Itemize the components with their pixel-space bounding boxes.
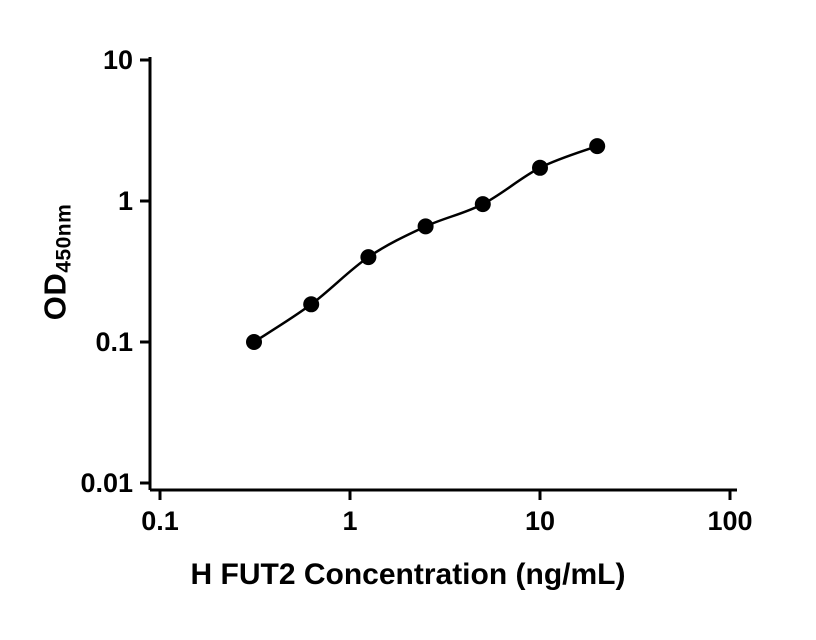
y-tick-label: 10 (103, 45, 133, 75)
fit-curve (252, 144, 599, 344)
y-tick-label: 1 (118, 186, 133, 216)
data-point (417, 218, 434, 235)
y-axis-title: OD450nm (38, 204, 77, 321)
y-tick-label: 0.1 (95, 327, 133, 357)
y-tick-label: 0.01 (80, 468, 133, 498)
x-tick-label: 100 (707, 506, 752, 536)
data-point (303, 296, 320, 313)
x-tick-label: 10 (525, 506, 555, 536)
x-axis-title: H FUT2 Concentration (ng/mL) (190, 558, 626, 591)
data-point (474, 196, 491, 213)
data-point (246, 334, 262, 350)
data-point (360, 249, 377, 266)
data-point (589, 138, 606, 155)
data-point (532, 159, 548, 176)
y-axis-title-main: OD (37, 272, 73, 321)
x-tick-label: 0.1 (141, 506, 179, 536)
y-axis-title-subscript: 450nm (52, 203, 76, 273)
x-tick-label: 1 (342, 506, 357, 536)
